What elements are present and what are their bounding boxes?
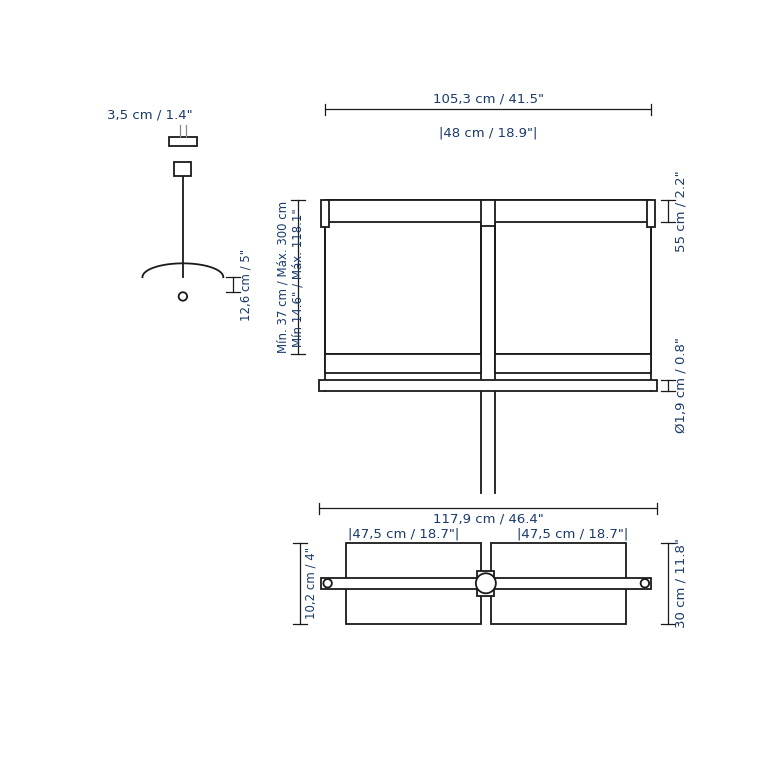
Text: 30 cm / 11.8": 30 cm / 11.8" bbox=[675, 538, 687, 628]
Text: 117,9 cm / 46.4": 117,9 cm / 46.4" bbox=[433, 512, 544, 525]
Bar bbox=[346, 543, 480, 624]
Bar bbox=[322, 578, 651, 588]
Bar bbox=[169, 137, 197, 146]
Bar bbox=[174, 162, 191, 176]
Text: Ø1,9 cm / 0.8": Ø1,9 cm / 0.8" bbox=[675, 337, 687, 434]
Text: 3,5 cm / 1.4": 3,5 cm / 1.4" bbox=[107, 109, 193, 122]
Text: 105,3 cm / 41.5": 105,3 cm / 41.5" bbox=[433, 92, 544, 105]
Bar bbox=[320, 380, 658, 391]
Bar bbox=[481, 200, 495, 226]
Circle shape bbox=[476, 573, 496, 593]
Bar bbox=[325, 354, 481, 373]
Bar bbox=[495, 354, 651, 373]
Circle shape bbox=[641, 579, 649, 588]
Bar bbox=[322, 200, 330, 227]
Bar bbox=[647, 200, 654, 227]
Text: 10,2 cm / 4": 10,2 cm / 4" bbox=[305, 547, 317, 619]
Circle shape bbox=[179, 292, 187, 300]
Circle shape bbox=[323, 579, 332, 588]
Bar bbox=[325, 200, 651, 222]
Text: 12,6 cm / 5": 12,6 cm / 5" bbox=[239, 249, 252, 321]
Text: |47,5 cm / 18.7"|: |47,5 cm / 18.7"| bbox=[348, 527, 459, 541]
Bar bbox=[495, 200, 651, 354]
Text: 55 cm / 2.2": 55 cm / 2.2" bbox=[675, 170, 687, 252]
Bar bbox=[477, 571, 494, 596]
Text: |48 cm / 18.9"|: |48 cm / 18.9"| bbox=[439, 126, 537, 139]
Text: |47,5 cm / 18.7"|: |47,5 cm / 18.7"| bbox=[517, 527, 628, 541]
Bar bbox=[325, 200, 481, 354]
Text: Mín. 37 cm / Máx. 300 cm
Mín 14.6" / Máx. 118.1": Mín. 37 cm / Máx. 300 cm Mín 14.6" / Máx… bbox=[276, 201, 305, 353]
Bar bbox=[491, 543, 625, 624]
